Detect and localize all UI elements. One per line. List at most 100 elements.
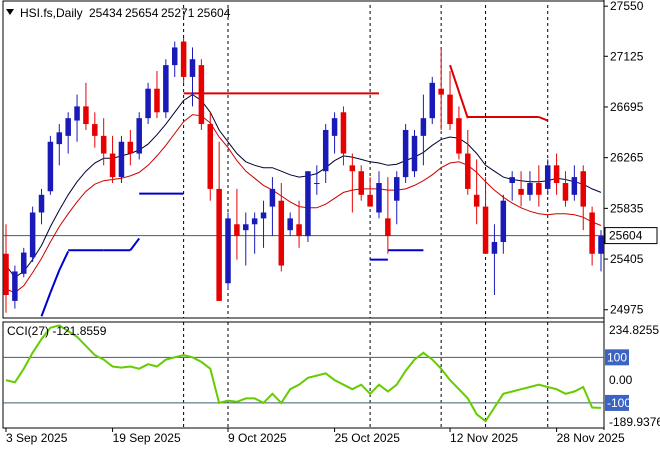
candle-body	[367, 194, 373, 207]
candle-body	[234, 224, 240, 237]
resistance-line	[449, 64, 469, 119]
candle-body	[305, 171, 311, 237]
cci-line	[5, 324, 602, 423]
candle-body	[109, 153, 116, 178]
candle-body	[171, 47, 178, 66]
candle-body	[553, 165, 560, 184]
candle-body	[56, 132, 63, 145]
support-line	[49, 269, 61, 294]
x-tick-label: 19 Sep 2025	[113, 431, 181, 445]
candle-body	[509, 177, 515, 184]
candle-body	[38, 194, 45, 213]
candle-body	[65, 118, 71, 136]
price-tick-label: 27550	[610, 0, 644, 13]
price-pane: 27550 27125 26695 26265 25835 25405 24975 25604	[2, 0, 658, 430]
price-tick-label: 26695	[610, 100, 644, 114]
candle-body	[278, 200, 285, 266]
support-line	[129, 237, 141, 251]
low-value: 25271	[161, 6, 195, 20]
cci-tick-label: -189.9376	[609, 415, 660, 429]
x-tick-label: 25 Oct 2025	[335, 431, 401, 445]
candle-body	[331, 118, 338, 136]
cci-level-badge	[605, 349, 629, 366]
candle-body	[589, 212, 595, 254]
price-tick-label: 25405	[610, 252, 644, 266]
cci-tick-label: 100	[607, 350, 627, 364]
ema-slow-line	[5, 114, 602, 294]
close-value: 25604	[197, 6, 231, 20]
cci-pane-border	[2, 321, 605, 429]
candle-body	[47, 141, 54, 192]
price-tick-label: 26265	[610, 151, 644, 165]
candle-body	[322, 129, 329, 172]
candle-body	[411, 135, 418, 172]
high-value: 25654	[125, 6, 159, 20]
candle-body	[12, 271, 18, 301]
candle-body	[207, 124, 214, 189]
cci-tick-label: 0.00	[609, 373, 633, 387]
cci-pane: 234.8255 100 0.00 -100 -189.9376	[2, 321, 660, 429]
candle-body	[385, 218, 391, 237]
candle-body	[393, 177, 400, 201]
cci-tick-label: -100	[607, 396, 631, 410]
candle-body	[260, 212, 267, 219]
candle-body	[163, 65, 169, 113]
candle-body	[376, 183, 382, 213]
price-tick-label: 25835	[610, 201, 644, 215]
candle-body	[118, 141, 125, 178]
support-line	[58, 250, 70, 271]
x-tick-label: 12 Nov 2025	[450, 431, 518, 445]
candle-body	[83, 106, 89, 125]
candle-body	[527, 183, 533, 195]
candle-body	[518, 188, 524, 195]
x-axis: 3 Sep 2025 19 Sep 2025 9 Oct 2025 25 Oct 20…	[5, 428, 625, 445]
candle-body	[340, 112, 347, 154]
candle-body	[92, 124, 98, 136]
candle-body	[447, 94, 453, 125]
candle-body	[482, 206, 489, 254]
candle-body	[243, 224, 249, 231]
x-tick-label: 9 Oct 2025	[228, 431, 287, 445]
candle-body	[536, 183, 542, 195]
candle-body	[74, 106, 80, 121]
candle-body	[465, 153, 471, 189]
candle-body	[500, 200, 507, 242]
candle-body	[145, 88, 151, 119]
support-line	[40, 292, 52, 317]
candle-body	[136, 118, 142, 154]
collapse-triangle-icon[interactable]	[6, 9, 14, 15]
chart-header: HSI.fs,Daily 25434 25654 25271 25604	[6, 6, 231, 20]
resistance-line	[538, 116, 549, 122]
candle-body	[287, 218, 293, 231]
candle-body	[3, 253, 9, 296]
candle-body	[251, 218, 258, 225]
last-price-badge	[604, 227, 658, 245]
last-price-label: 25604	[609, 229, 643, 243]
candle-body	[21, 252, 27, 274]
candle-body	[127, 141, 134, 154]
candle-body	[456, 118, 462, 154]
candle-body	[189, 59, 196, 77]
x-tick-label: 28 Nov 2025	[557, 431, 625, 445]
symbol-label: HSI.fs,Daily	[20, 6, 83, 20]
x-tick-label: 3 Sep 2025	[6, 431, 68, 445]
candle-body	[314, 183, 320, 185]
candle-body	[100, 135, 107, 154]
candle-body	[420, 118, 427, 136]
candle-body	[225, 218, 231, 284]
ema-fast-line	[5, 94, 602, 278]
candle-body	[544, 165, 551, 189]
price-tick-label: 27125	[610, 49, 644, 63]
candle-body	[216, 188, 222, 301]
cci-level-badge	[605, 394, 629, 411]
candle-body	[29, 212, 36, 258]
candle-body	[296, 224, 302, 237]
candle-body	[198, 65, 205, 125]
open-value: 25434	[89, 6, 123, 20]
candle-body	[562, 183, 569, 201]
candle-body	[349, 165, 356, 172]
candle-body	[358, 171, 364, 195]
candle-body	[402, 129, 409, 178]
